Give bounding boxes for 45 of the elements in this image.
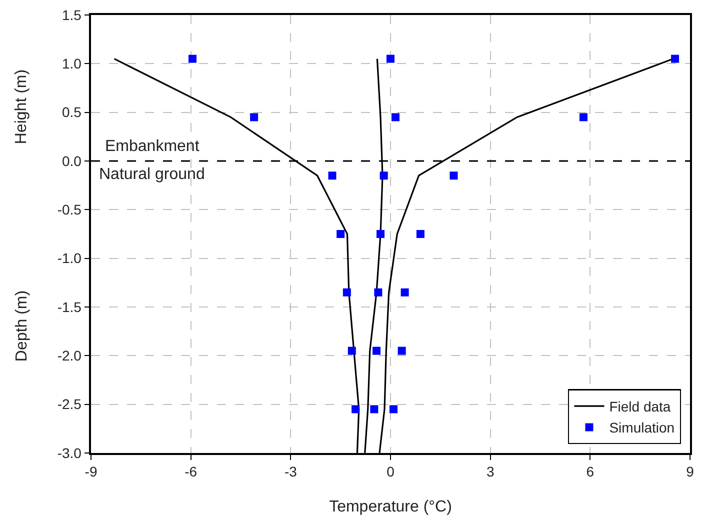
annotation: Embankment xyxy=(105,138,200,155)
x-tick-label: -6 xyxy=(184,464,198,480)
point xyxy=(348,346,356,355)
x-tick-label: 9 xyxy=(686,464,694,480)
legend-label: Simulation xyxy=(609,420,675,436)
point xyxy=(390,405,398,414)
y-tick-label: -2.5 xyxy=(57,396,82,412)
legend-label: Field data xyxy=(609,398,671,414)
x-tick-label: -3 xyxy=(284,464,298,480)
point xyxy=(370,405,378,414)
point xyxy=(328,172,336,180)
x-tick-label: -9 xyxy=(84,464,98,480)
point xyxy=(374,288,382,296)
point xyxy=(188,54,196,63)
y-axis-title: Depth (m) xyxy=(14,290,31,362)
x-tick-label: 6 xyxy=(586,464,594,480)
x-tick-label: 0 xyxy=(386,464,395,480)
point xyxy=(380,172,388,180)
point xyxy=(450,172,458,180)
point xyxy=(352,405,360,414)
point xyxy=(671,54,680,63)
point xyxy=(391,113,400,122)
x-axis-title: Temperature (°C) xyxy=(329,498,452,516)
point xyxy=(398,346,406,355)
point xyxy=(336,230,345,238)
y-tick-label: -1.0 xyxy=(57,250,82,266)
y-tick-label: -2.0 xyxy=(57,348,82,364)
point xyxy=(342,288,351,296)
annotation: Natural ground xyxy=(99,166,205,183)
x-tick-label: 3 xyxy=(486,464,494,480)
y-tick-label: -3.0 xyxy=(57,444,82,461)
y-tick-label: 1.5 xyxy=(62,6,82,23)
y-tick-label: -0.5 xyxy=(57,202,82,218)
y-tick-label: 0.5 xyxy=(62,104,82,120)
point xyxy=(250,113,258,122)
text: Height (m) xyxy=(13,69,30,144)
point xyxy=(400,288,409,296)
y-tick-label: 0.0 xyxy=(62,152,82,169)
y-tick-label: 1.0 xyxy=(62,56,82,72)
y-tick-label: -1.5 xyxy=(57,298,82,315)
point xyxy=(372,346,381,355)
point xyxy=(386,54,394,63)
point xyxy=(580,113,588,122)
point xyxy=(416,230,424,238)
point xyxy=(376,230,385,238)
